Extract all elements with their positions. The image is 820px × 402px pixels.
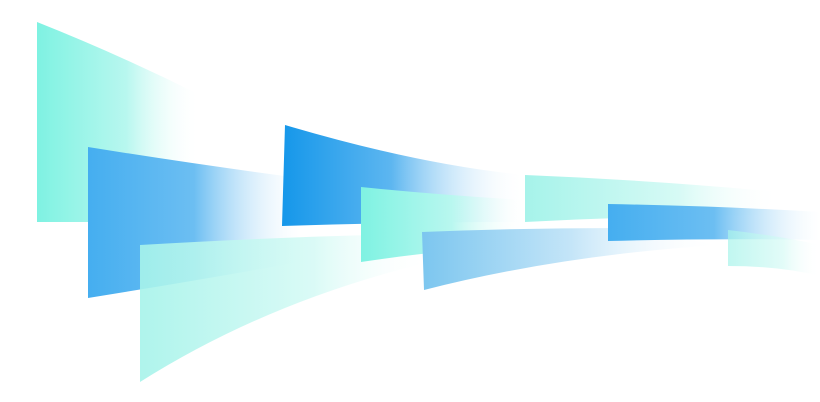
ribbon-light-right [728,230,820,276]
ribbon-blue-right [608,204,820,241]
ribbon-sky-blue-center [422,228,720,290]
ribbon-light-teal-bottom [140,235,430,382]
